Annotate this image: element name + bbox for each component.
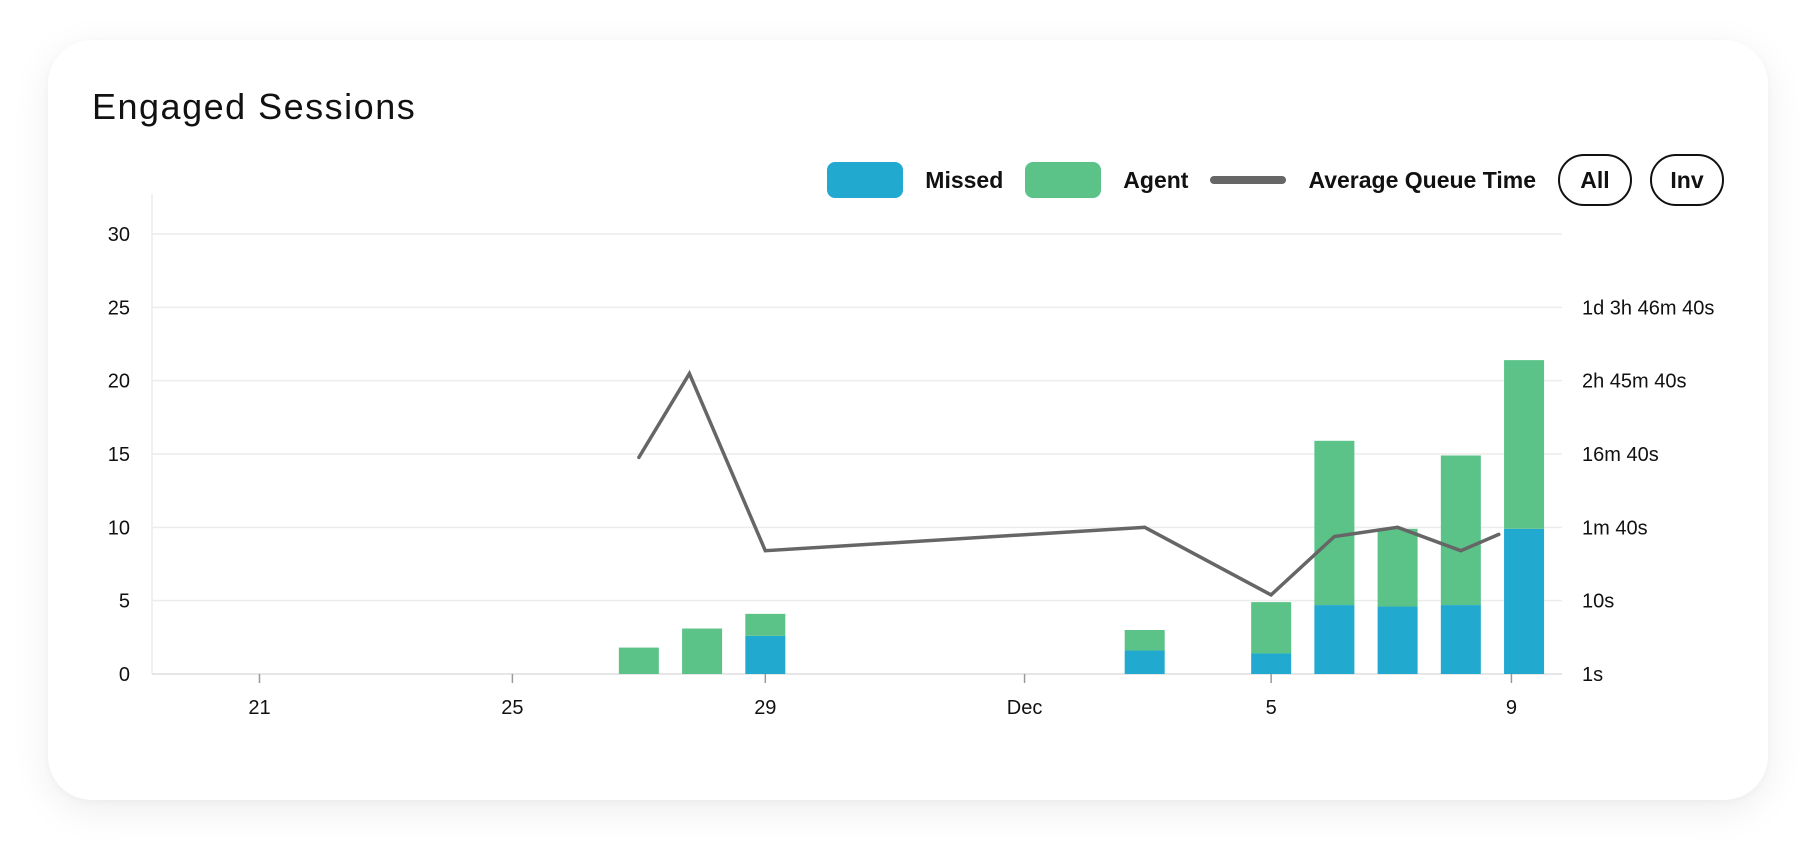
inv-button[interactable]: Inv bbox=[1650, 154, 1724, 206]
bar-missed-3 bbox=[1124, 650, 1165, 674]
queue-time-legend-label[interactable]: Average Queue Time bbox=[1308, 166, 1536, 193]
missed-legend-label[interactable]: Missed bbox=[925, 166, 1004, 193]
queue-time-legend-swatch[interactable] bbox=[1210, 176, 1287, 184]
x-tick-label-3: Dec bbox=[1007, 697, 1043, 719]
queue-time-line bbox=[637, 369, 1501, 598]
missed-legend-swatch[interactable] bbox=[827, 162, 904, 198]
y-left-tick-20: 20 bbox=[108, 371, 130, 393]
y-left-tick-10: 10 bbox=[108, 517, 130, 539]
y-right-tick-5: 1d 3h 46m 40s bbox=[1582, 297, 1714, 319]
y-right-tick-0: 1s bbox=[1582, 664, 1603, 686]
x-tick-label-4: 5 bbox=[1266, 697, 1277, 719]
bar-missed-5 bbox=[1314, 605, 1355, 674]
agent-legend-swatch[interactable] bbox=[1025, 162, 1102, 198]
agent-legend-label[interactable]: Agent bbox=[1123, 166, 1189, 193]
x-tick-label-5: 9 bbox=[1506, 697, 1517, 719]
bar-missed-6 bbox=[1377, 606, 1418, 674]
bar-missed-4 bbox=[1251, 653, 1292, 674]
y-right-tick-1: 10s bbox=[1582, 591, 1614, 613]
bar-agent-0 bbox=[618, 647, 659, 674]
x-tick-label-0: 21 bbox=[248, 697, 270, 719]
x-tick-label-1: 25 bbox=[501, 697, 523, 719]
bar-missed-2 bbox=[745, 635, 786, 674]
x-tick-label-2: 29 bbox=[754, 697, 776, 719]
bar-agent-8 bbox=[1504, 360, 1545, 529]
y-right-tick-4: 2h 45m 40s bbox=[1582, 371, 1687, 393]
bar-agent-3 bbox=[1124, 630, 1165, 651]
bar-agent-5 bbox=[1314, 440, 1355, 606]
all-button[interactable]: All bbox=[1558, 154, 1632, 206]
queue-time-series-0 bbox=[637, 369, 1501, 598]
y-right-tick-2: 1m 40s bbox=[1582, 517, 1648, 539]
bar-agent-1 bbox=[682, 628, 723, 674]
chart-title: Engaged Sessions bbox=[92, 86, 417, 127]
y-left-tick-0: 0 bbox=[119, 664, 130, 686]
bars bbox=[618, 360, 1545, 674]
y-left-tick-30: 30 bbox=[108, 224, 130, 246]
bar-agent-7 bbox=[1440, 455, 1481, 606]
bar-missed-7 bbox=[1440, 605, 1481, 674]
tick-labels: 0 5 10 15 20 25 30 1s 10s 1m 40s 16m 40s 2h 45m 40s… bbox=[108, 224, 1715, 719]
bar-agent-6 bbox=[1377, 528, 1418, 607]
y-left-tick-25: 25 bbox=[108, 297, 130, 319]
y-left-tick-5: 5 bbox=[119, 591, 130, 613]
bar-agent-2 bbox=[745, 613, 786, 636]
bar-missed-8 bbox=[1504, 528, 1545, 674]
chart-legend: Missed Agent Average Queue Time All Inv bbox=[827, 152, 1724, 208]
bar-agent-4 bbox=[1251, 602, 1292, 654]
y-right-tick-3: 16m 40s bbox=[1582, 444, 1659, 466]
y-left-tick-15: 15 bbox=[108, 444, 130, 466]
